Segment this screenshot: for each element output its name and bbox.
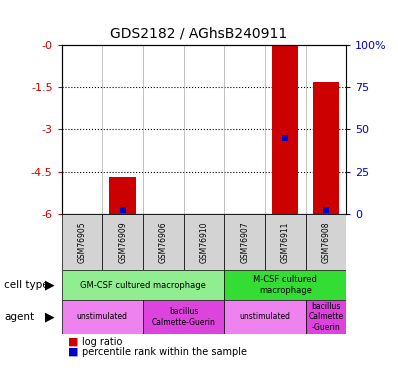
- Text: unstimulated: unstimulated: [77, 312, 128, 321]
- Bar: [143, 214, 183, 270]
- Bar: [224, 270, 346, 300]
- Bar: [183, 214, 224, 270]
- Text: GM-CSF cultured macrophage: GM-CSF cultured macrophage: [80, 280, 206, 290]
- Text: ▶: ▶: [45, 279, 55, 291]
- Text: agent: agent: [4, 312, 34, 322]
- Bar: [62, 300, 143, 334]
- Text: bacillus
Calmette-Guerin: bacillus Calmette-Guerin: [152, 307, 216, 327]
- Text: GSM76905: GSM76905: [78, 221, 86, 262]
- Bar: [265, 214, 306, 270]
- Bar: [224, 300, 306, 334]
- Bar: [306, 214, 346, 270]
- Text: ■: ■: [68, 337, 78, 346]
- Bar: [272, 45, 298, 214]
- Text: ■: ■: [68, 347, 78, 357]
- Text: cell type: cell type: [4, 280, 49, 290]
- Bar: [62, 270, 224, 300]
- Bar: [224, 214, 265, 270]
- Text: bacillus
Calmette
-Guerin: bacillus Calmette -Guerin: [308, 302, 343, 332]
- Text: unstimulated: unstimulated: [240, 312, 291, 321]
- Bar: [313, 82, 339, 214]
- Bar: [102, 214, 143, 270]
- Text: GSM76907: GSM76907: [240, 221, 249, 262]
- Text: M-CSF cultured
macrophage: M-CSF cultured macrophage: [254, 275, 317, 295]
- Bar: [109, 177, 136, 214]
- Text: GSM76909: GSM76909: [118, 221, 127, 262]
- Text: GSM76911: GSM76911: [281, 221, 290, 262]
- Text: GSM76906: GSM76906: [159, 221, 168, 262]
- Text: GSM76908: GSM76908: [322, 221, 330, 262]
- Bar: [306, 300, 346, 334]
- Bar: [143, 300, 224, 334]
- Text: log ratio: log ratio: [82, 337, 122, 346]
- Bar: [62, 214, 102, 270]
- Text: GDS2182 / AGhsB240911: GDS2182 / AGhsB240911: [110, 26, 288, 40]
- Text: GSM76910: GSM76910: [199, 221, 209, 262]
- Text: percentile rank within the sample: percentile rank within the sample: [82, 347, 247, 357]
- Text: ▶: ▶: [45, 310, 55, 323]
